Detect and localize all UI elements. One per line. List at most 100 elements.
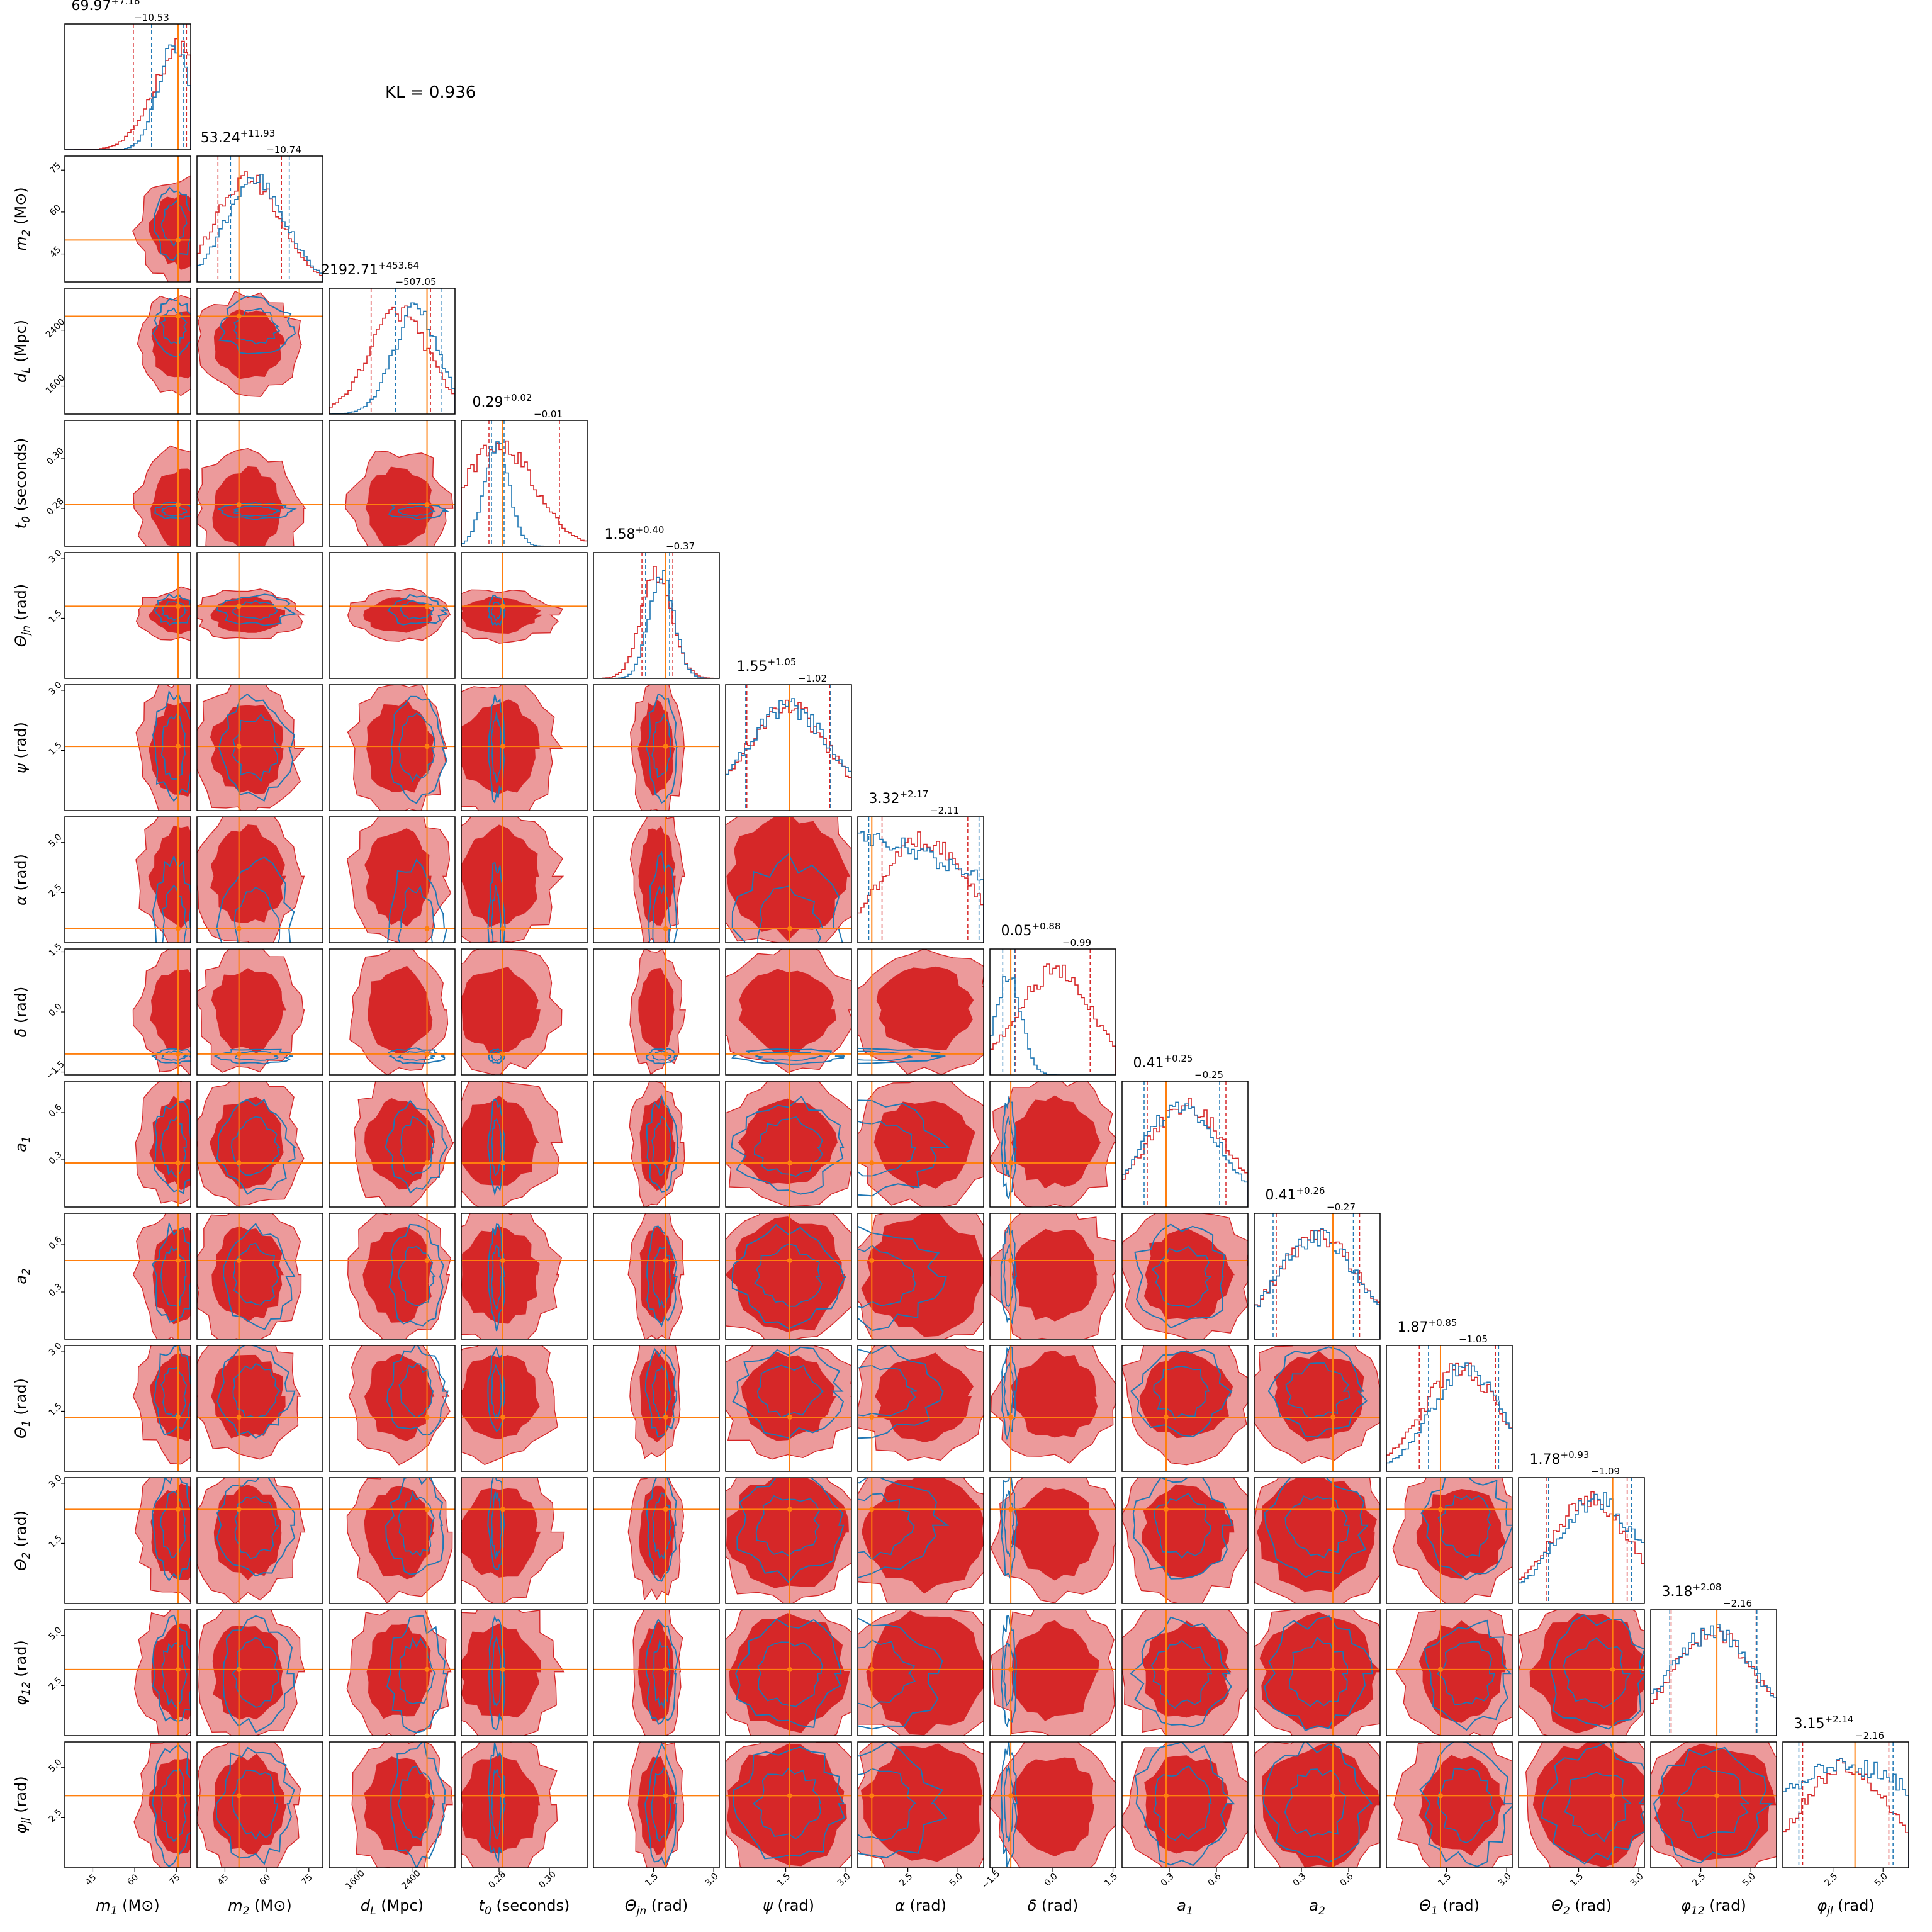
scatter-panel-5-1 (196, 684, 323, 811)
contour-blue-inner-10-6 (858, 1364, 918, 1417)
contour-blue-2-0 (152, 298, 191, 357)
truth-point-8-4 (663, 1160, 668, 1165)
panel-frame-11-1 (196, 1477, 323, 1604)
truth-point-12-1 (236, 1666, 242, 1672)
contour-blue-13-7 (1000, 1742, 1018, 1867)
panel-frame-9-0 (64, 1213, 191, 1340)
contour-blue-inner-6-3 (490, 885, 502, 943)
contour-blue-inner-11-6 (858, 1493, 915, 1561)
contour-blue-13-8 (1134, 1742, 1235, 1867)
panel-frame-11-6 (857, 1477, 984, 1604)
contour-blue-8-0 (154, 1101, 191, 1195)
panel-frame-5-0 (64, 684, 191, 811)
scatter-panel-7-5 (725, 948, 852, 1076)
x-axis-label-0: m1 (M⊙) (96, 1897, 159, 1918)
panel-frame-4-2 (329, 552, 456, 679)
contour-inner-12-9 (1259, 1612, 1380, 1730)
truth-point-6-5 (787, 926, 792, 931)
histogram-red-13 (1783, 1758, 1909, 1868)
contour-blue-13-9 (1262, 1742, 1373, 1863)
histogram-title-minus-12: −2.16 (1723, 1598, 1752, 1609)
histogram-blue-10 (1386, 1362, 1512, 1471)
panel-frame-10-1 (196, 1345, 323, 1472)
contour-inner-2-0 (151, 311, 191, 379)
truth-point-13-11 (1610, 1793, 1615, 1799)
scatter-panel-11-3 (461, 1477, 588, 1604)
contour-inner-8-0 (149, 1096, 191, 1191)
x-tick-label-9-0: 0.3 (1291, 1872, 1308, 1889)
panel-frame-13-2 (329, 1741, 456, 1868)
contour-blue-5-0 (152, 690, 191, 802)
contour-blue-inner-9-0 (160, 1245, 187, 1307)
truth-point-11-2 (424, 1507, 430, 1512)
x-tick-label-0-1: 60 (125, 1872, 140, 1887)
histogram-title-minus-0: −10.53 (134, 12, 169, 23)
truth-point-12-5 (787, 1666, 792, 1672)
contour-inner-6-1 (210, 824, 286, 923)
contour-blue-inner-11-0 (160, 1490, 186, 1558)
contour-blue-inner-10-8 (1153, 1366, 1210, 1420)
y-tick-label-4-1: 3.0 (47, 548, 64, 565)
scatter-panel-12-11 (1518, 1609, 1645, 1736)
kl-divergence-label: KL = 0.936 (385, 83, 476, 102)
contour-blue-inner-9-3 (491, 1244, 502, 1310)
scatter-panel-4-3 (461, 552, 588, 679)
scatter-panel-8-5 (725, 1081, 852, 1208)
panel-frame-8-2 (329, 1081, 456, 1208)
scatter-panel-13-10: 1.5 3.0 Θ1 (rad) (1386, 1741, 1514, 1918)
histogram-red-1 (197, 171, 323, 282)
scatter-panel-8-1 (196, 1081, 323, 1208)
panel-frame-12-8 (1121, 1609, 1249, 1736)
y-tick-label-3-1: 0.30 (45, 446, 65, 466)
contour-inner-12-7 (1011, 1620, 1099, 1721)
truth-point-5-1 (236, 744, 242, 750)
histogram-title-minus-2: −507.05 (395, 276, 436, 288)
scatter-panel-12-5 (725, 1609, 852, 1736)
scatter-panel-9-4 (593, 1213, 720, 1340)
scatter-panel-13-2: 1600 2400 dL (Mpc) (329, 1741, 456, 1918)
truth-point-9-2 (424, 1258, 430, 1263)
truth-point-10-3 (500, 1415, 505, 1420)
truth-point-10-6 (869, 1415, 875, 1420)
truth-point-3-1 (236, 502, 242, 507)
panel-frame-9-1 (196, 1213, 323, 1340)
scatter-panel-9-3 (461, 1213, 588, 1340)
scatter-panel-13-3: 0.28 0.30 t0 (seconds) (461, 1741, 588, 1918)
contour-blue-8-2 (385, 1099, 448, 1194)
histogram-title-minus-3: −0.01 (534, 408, 563, 420)
histogram-red-2 (329, 305, 455, 414)
contour-blue-13-4 (644, 1742, 678, 1867)
y-tick-label-11-0: 1.5 (47, 1533, 64, 1550)
panel-frame-1-0 (64, 155, 191, 283)
contour-inner-6-2 (364, 828, 432, 927)
truth-point-12-10 (1437, 1666, 1443, 1672)
histogram-title-1: 53.24+11.93 (201, 128, 276, 146)
truth-point-12-3 (500, 1666, 505, 1672)
panel-frame-12-5 (725, 1609, 852, 1736)
histogram-title-minus-4: −0.37 (666, 541, 695, 552)
y-tick-label-5-1: 3.0 (47, 680, 64, 697)
scatter-panel-5-4 (593, 684, 720, 811)
histogram-blue-7 (990, 976, 1116, 1075)
scatter-panel-8-0: 0.3 0.6 a1 (12, 1081, 191, 1208)
contour-inner-11-0 (150, 1483, 191, 1580)
histogram-panel-11: 1.78+0.93−1.09 (1518, 1449, 1645, 1604)
panel-frame-8-4 (593, 1081, 720, 1208)
scatter-panel-11-4 (593, 1477, 720, 1604)
histogram-title-11: 1.78+0.93 (1530, 1449, 1590, 1468)
histogram-panel-4: 1.58+0.40−0.37 (593, 524, 720, 679)
histogram-title-minus-10: −1.05 (1459, 1334, 1488, 1345)
contour-inner-9-6 (861, 1213, 984, 1337)
contour-inner-13-12 (1654, 1743, 1777, 1862)
panel-frame-12-3 (461, 1609, 588, 1736)
panel-frame-11-5 (725, 1477, 852, 1604)
scatter-panel-12-0: 2.5 5.0 φ12 (rad) (12, 1609, 191, 1736)
panel-frame-13-3 (461, 1741, 588, 1868)
x-tick-label-1-1: 60 (257, 1872, 272, 1887)
x-tick-label-8-0: 0.3 (1159, 1872, 1176, 1889)
panel-frame-10-8 (1121, 1345, 1249, 1472)
panel-frame-11-9 (1254, 1477, 1381, 1604)
y-tick-label-2-0: 1600 (44, 373, 67, 396)
contour-inner-9-1 (211, 1226, 284, 1322)
contour-blue-inner-12-1 (232, 1637, 280, 1708)
